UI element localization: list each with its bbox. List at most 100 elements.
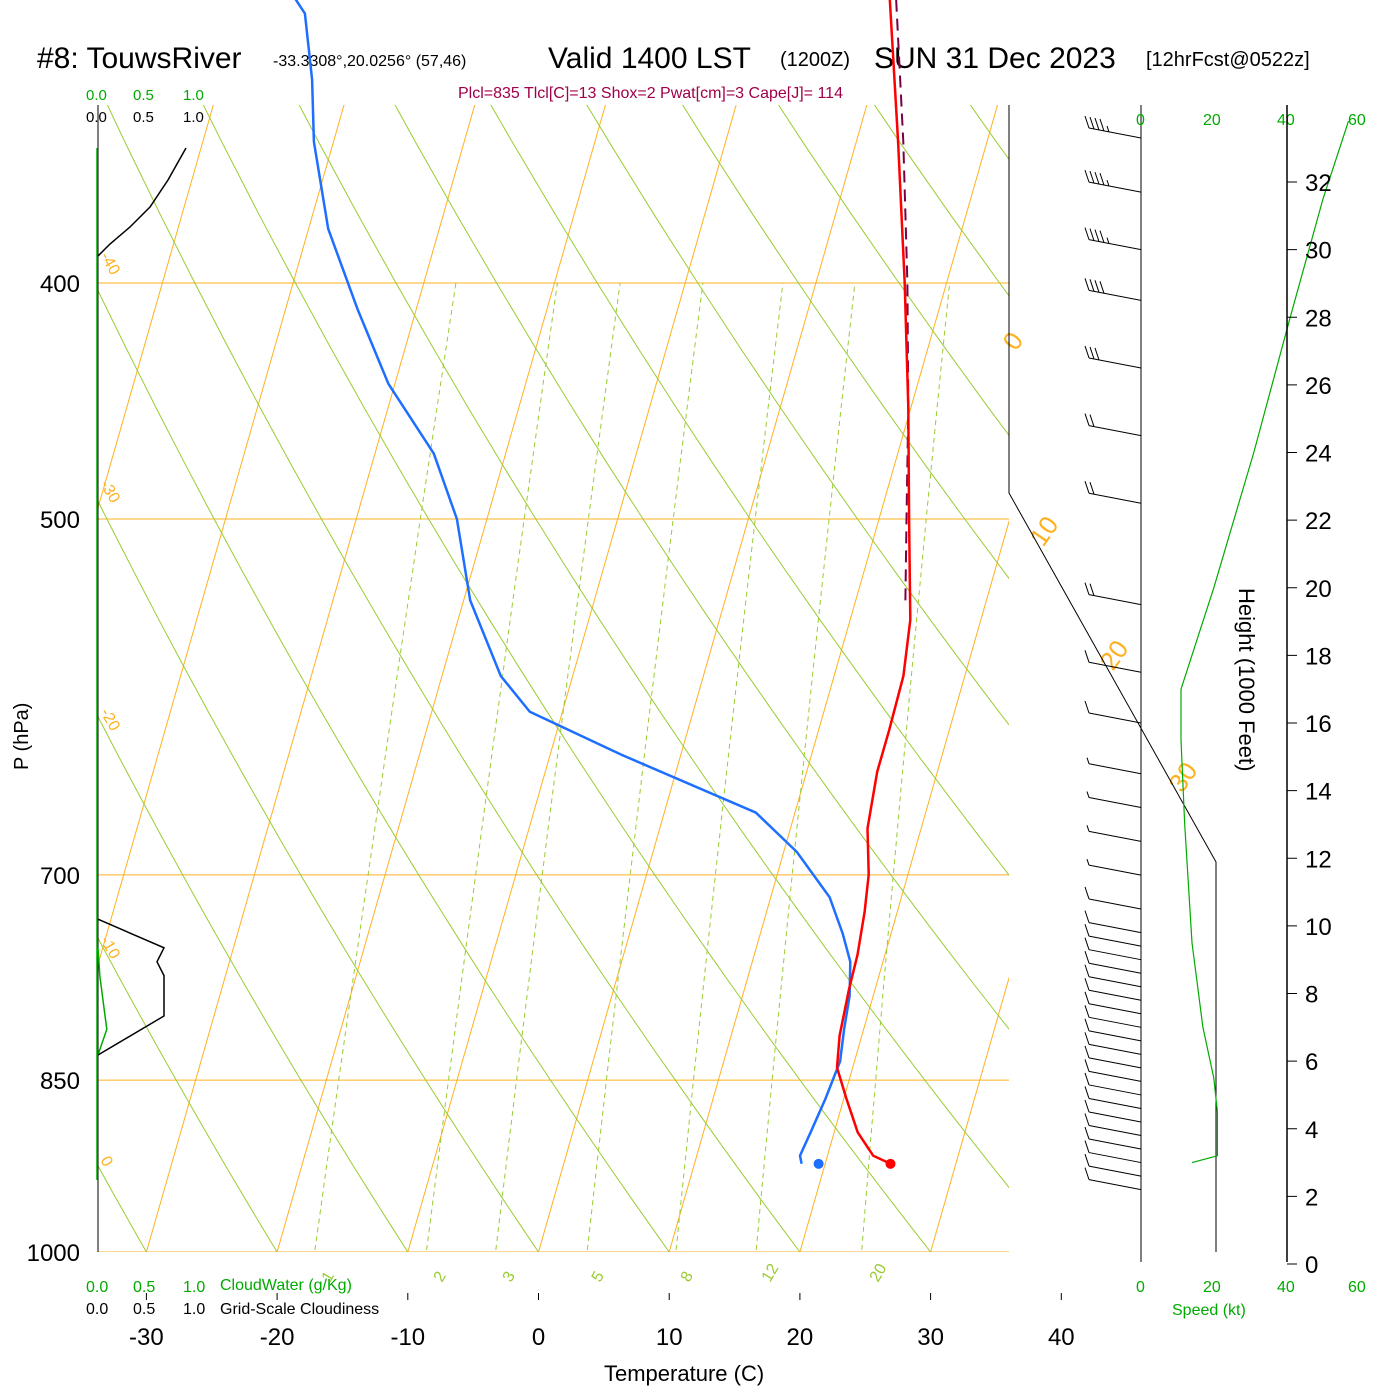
temperature-tick-label: 20 [787, 1324, 814, 1351]
wind-barb-staff [1088, 1016, 1142, 1028]
wind-barb-flag [1089, 346, 1095, 360]
wind-barb-flag [1089, 583, 1095, 596]
dry-adiabat-line [586, 105, 1009, 726]
sounding-traces [294, 0, 912, 1169]
speed-scale-bottom-0: 0 [1136, 1279, 1145, 1296]
temperature-tick-label: 10 [656, 1324, 683, 1351]
wind-barb [1084, 937, 1142, 961]
cloud-panel: 0.0 0.5 1.0 0.0 0.5 1.0 0.0 0.5 1.0 Clou… [86, 87, 379, 1318]
dewpoint-trace [294, 0, 852, 1165]
valid-date: SUN 31 Dec 2023 [874, 42, 1116, 75]
mixing-ratio-label: 20 [867, 1261, 891, 1285]
wind-barb-flag [1089, 279, 1095, 292]
dry-adiabat-line [106, 105, 801, 1252]
wind-barb-staff [1088, 1043, 1142, 1055]
wind-barb [1084, 1018, 1142, 1042]
isotherm-line [0, 0, 174, 1252]
isotherm-line [1061, 0, 1400, 1252]
cloudiness-label: Grid-Scale Cloudiness [220, 1301, 379, 1318]
isotherm-line [1192, 0, 1400, 1252]
cloudwater-scale-top-1: 0.5 [133, 87, 154, 104]
wind-barb [1084, 169, 1142, 193]
wind-barb-flag [1084, 964, 1090, 977]
dry-adiabat-line [490, 105, 1009, 876]
wind-barb-flag [1094, 347, 1100, 361]
cloudwater-scale-bottom-2: 1.0 [183, 1279, 205, 1296]
pressure-tick-label: 1000 [27, 1240, 80, 1267]
wind-barb-staff [1088, 712, 1142, 724]
wind-barb [1084, 1126, 1142, 1150]
wind-barb-flag [1084, 910, 1090, 923]
wind-barb [1084, 1153, 1142, 1177]
wind-barb [1084, 910, 1142, 934]
wind-barb-half-flag [1086, 825, 1090, 832]
plot-frame [97, 105, 1217, 1252]
height-tick-label: 10 [1305, 914, 1332, 941]
wind-barb-half-flag [1086, 791, 1090, 798]
pressure-tick-label: 700 [40, 863, 80, 890]
wind-barb [1086, 825, 1142, 842]
wind-barb-flag [1084, 345, 1090, 359]
forecast-info: [12hrFcst@0522z] [1146, 49, 1310, 71]
temperature-tick-label: -30 [129, 1324, 164, 1351]
upper-cloudiness-trace [97, 147, 187, 257]
height-tick-label: 32 [1305, 170, 1332, 197]
cloudiness-scale-bottom-1: 0.5 [133, 1301, 155, 1318]
wind-barb-flag [1099, 230, 1105, 243]
isotherm-line [276, 105, 606, 1252]
wind-barb-staff [1088, 797, 1142, 809]
wind-barb [1084, 1005, 1142, 1028]
wind-barb [1084, 1045, 1142, 1069]
wind-barb-staff [1088, 1003, 1142, 1015]
wind-barb-flag [1094, 229, 1100, 242]
wind-barb-flag [1084, 978, 1090, 991]
wind-barb-flag [1084, 278, 1090, 291]
wind-barb-staff [1088, 661, 1142, 673]
mixing-ratio-label: 5 [589, 1269, 608, 1285]
mixing-ratio-label: 8 [678, 1269, 697, 1285]
temperature-tick-label: -10 [390, 1324, 425, 1351]
isotherm-line [538, 105, 868, 1252]
wind-barb-flag [1084, 924, 1090, 937]
isotherm-line [98, 105, 345, 967]
wind-barb-staff [1088, 962, 1142, 974]
wind-barb [1084, 1140, 1142, 1164]
pressure-tick-label: 400 [40, 271, 80, 298]
wind-barb-staff [1088, 357, 1142, 369]
surface-temperature-marker [885, 1158, 896, 1169]
pressure-tick-label: 500 [40, 507, 80, 534]
height-tick-label: 12 [1305, 846, 1332, 873]
temperature-axis: -30 -20 -10 0 10 20 30 40 [129, 1293, 1075, 1351]
wind-barb-staff [1088, 864, 1142, 876]
temperature-tick-label: 0 [532, 1324, 545, 1351]
temperature-tick-label: 30 [917, 1324, 944, 1351]
wind-barb-staff [1088, 289, 1142, 301]
height-tick-label: 16 [1305, 711, 1332, 738]
isotherm-label-right: 0 [996, 326, 1029, 355]
isotherm-label-right: 10 [1023, 511, 1064, 552]
speed-scale-bottom-1: 20 [1203, 1279, 1221, 1296]
dry-adiabat-line [969, 105, 1009, 161]
wind-barb [1084, 115, 1142, 139]
dry-adiabat-line [394, 105, 1009, 1030]
isotherm-line [668, 105, 999, 1252]
wind-barb [1084, 700, 1142, 724]
valid-time: Valid 1400 LST [548, 42, 751, 75]
stability-indices: Plcl=835 Tlcl[C]=13 Shox=2 Pwat[cm]=3 Ca… [458, 85, 843, 102]
station-coords: -33.3308°,20.0256° (57,46) [273, 53, 466, 70]
pressure-axis: 2503004005007008501000 [27, 271, 80, 1267]
title-bar: #8: TouwsRiver -33.3308°,20.0256° (57,46… [37, 42, 1310, 102]
dry-adiabat-line [98, 1164, 147, 1252]
wind-barb-half-flag [1086, 858, 1090, 866]
dry-adiabat-line [98, 289, 670, 1252]
wind-barb-flag [1089, 482, 1095, 495]
pressure-tick-label: 850 [40, 1068, 80, 1095]
wind-barb [1084, 1072, 1142, 1096]
height-axis-label: Height (1000 Feet) [1234, 588, 1259, 771]
isotherm-line [407, 105, 737, 1252]
cloudwater-profile [97, 947, 108, 1056]
cloudwater-scale-bottom-0: 0.0 [86, 1279, 108, 1296]
dry-adiabat-line [98, 500, 540, 1252]
wind-barb [1084, 1167, 1142, 1191]
